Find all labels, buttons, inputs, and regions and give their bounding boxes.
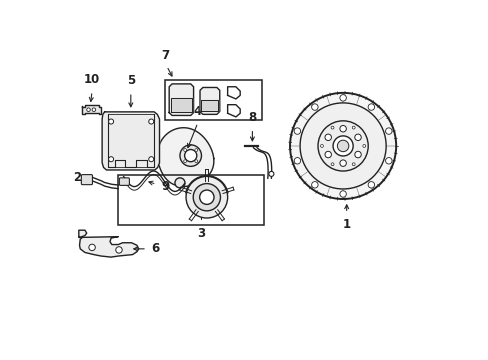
Circle shape bbox=[148, 119, 153, 124]
Text: 2: 2 bbox=[73, 171, 81, 184]
Circle shape bbox=[89, 244, 95, 251]
Text: 7: 7 bbox=[161, 49, 169, 62]
Circle shape bbox=[311, 104, 318, 110]
Circle shape bbox=[183, 160, 186, 163]
Circle shape bbox=[330, 126, 333, 129]
Text: 9: 9 bbox=[161, 180, 169, 193]
Text: 3: 3 bbox=[197, 226, 205, 240]
Circle shape bbox=[325, 151, 331, 158]
Circle shape bbox=[367, 104, 374, 110]
Circle shape bbox=[362, 144, 365, 147]
Circle shape bbox=[199, 190, 214, 204]
Polygon shape bbox=[200, 87, 219, 114]
Circle shape bbox=[330, 163, 333, 166]
Circle shape bbox=[339, 126, 346, 132]
Circle shape bbox=[92, 108, 96, 112]
Text: 10: 10 bbox=[84, 73, 100, 86]
Polygon shape bbox=[201, 100, 218, 111]
Circle shape bbox=[351, 126, 354, 129]
Circle shape bbox=[332, 136, 352, 156]
Circle shape bbox=[354, 134, 361, 140]
Polygon shape bbox=[157, 128, 213, 186]
Polygon shape bbox=[80, 237, 139, 257]
Circle shape bbox=[294, 128, 300, 134]
Circle shape bbox=[320, 144, 323, 147]
Circle shape bbox=[337, 140, 348, 152]
Circle shape bbox=[185, 176, 227, 218]
Circle shape bbox=[180, 145, 201, 166]
Circle shape bbox=[193, 184, 220, 211]
Polygon shape bbox=[169, 84, 193, 116]
Circle shape bbox=[116, 247, 122, 253]
Circle shape bbox=[385, 158, 391, 164]
Circle shape bbox=[354, 151, 361, 158]
Circle shape bbox=[148, 157, 153, 162]
Circle shape bbox=[194, 160, 197, 163]
Text: 6: 6 bbox=[151, 242, 159, 255]
Circle shape bbox=[194, 149, 197, 152]
Bar bbox=[118, 175, 263, 225]
Circle shape bbox=[183, 149, 186, 152]
Circle shape bbox=[184, 149, 196, 162]
FancyBboxPatch shape bbox=[81, 175, 92, 185]
Bar bbox=[164, 80, 261, 120]
Circle shape bbox=[339, 95, 346, 101]
Circle shape bbox=[108, 119, 113, 124]
Circle shape bbox=[311, 181, 318, 188]
Text: 4: 4 bbox=[193, 105, 202, 118]
Polygon shape bbox=[102, 112, 159, 170]
Circle shape bbox=[268, 171, 273, 176]
Circle shape bbox=[300, 103, 386, 189]
Polygon shape bbox=[170, 98, 192, 112]
Circle shape bbox=[317, 121, 367, 171]
Polygon shape bbox=[79, 230, 86, 237]
Text: 1: 1 bbox=[342, 218, 350, 231]
Circle shape bbox=[351, 163, 354, 166]
Polygon shape bbox=[82, 105, 101, 114]
Circle shape bbox=[86, 108, 90, 112]
FancyBboxPatch shape bbox=[119, 178, 129, 185]
Text: 8: 8 bbox=[248, 111, 256, 124]
Circle shape bbox=[294, 158, 300, 164]
Circle shape bbox=[339, 191, 346, 197]
Circle shape bbox=[367, 181, 374, 188]
Circle shape bbox=[108, 157, 113, 162]
Text: 5: 5 bbox=[126, 75, 135, 87]
Circle shape bbox=[289, 93, 395, 199]
Circle shape bbox=[339, 160, 346, 166]
Circle shape bbox=[385, 128, 391, 134]
Circle shape bbox=[325, 134, 331, 140]
Circle shape bbox=[175, 178, 184, 188]
